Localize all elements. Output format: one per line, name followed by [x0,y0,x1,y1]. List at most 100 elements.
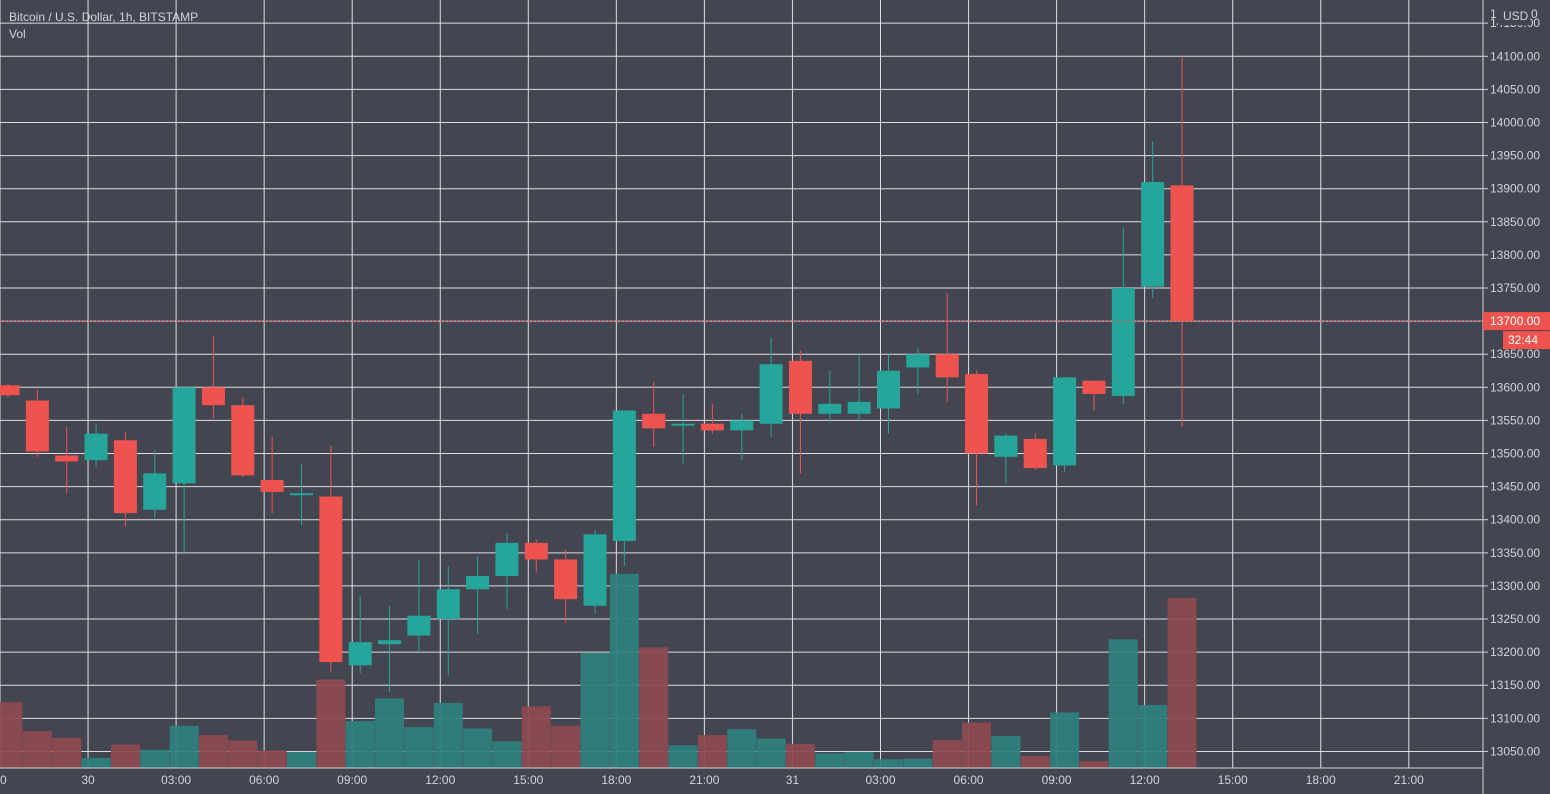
time-tick-label: 30 [81,773,95,787]
time-tick-label: 06:00 [954,773,984,787]
volume-bar [521,706,551,768]
candle-body [730,420,754,431]
countdown-badge [1503,331,1550,350]
volume-bar [756,738,786,768]
candle-body [0,385,20,396]
volume-bar [903,758,933,768]
volume-bar [874,759,903,768]
time-tick-label: 15:00 [1218,773,1248,787]
candle-body [906,354,930,368]
bar-countdown: 32:44 [1508,333,1538,347]
currency-label-bg [1498,5,1530,25]
candle-body [378,640,402,645]
candle-body [1053,377,1077,466]
candle-body [1023,438,1047,469]
time-tick-label: 0 [0,773,7,787]
candle-body [231,405,255,476]
volume-bar [962,722,992,768]
volume-bar [1108,639,1138,768]
volume-bar [1138,705,1168,768]
grid-lines [0,0,1483,768]
candle-body [495,542,519,576]
candle-body [877,370,900,409]
candle-body [1082,380,1106,394]
price-tick-label: 13800.00 [1490,248,1540,262]
volume-bar [404,727,434,768]
candle-body [201,387,225,406]
candle-body [1170,185,1194,322]
volume-bar [991,735,1021,768]
volume-bar [1020,755,1050,768]
price-tick-label: 13150.00 [1490,678,1540,692]
price-tick-label: 13600.00 [1490,380,1540,394]
candle-body [612,410,636,541]
price-tick-label: 13950.00 [1490,149,1540,163]
volume-bar [639,647,669,768]
candle-body [143,473,167,510]
candle-body [84,433,108,461]
candle-body [1141,182,1165,287]
candle-body [172,387,196,484]
volume-bar [375,698,405,768]
volume-bar [345,721,375,768]
volume-bar [0,702,23,768]
candle-body [260,480,284,492]
candle-body [759,364,783,424]
volume-bar [609,573,639,768]
symbol-title[interactable]: Bitcoin / U.S. Dollar, 1h, BITSTAMP [9,10,199,24]
currency-label: USD [1503,9,1529,23]
price-tick-label: 13100.00 [1490,711,1540,725]
price-tick-label: 13400.00 [1490,513,1540,527]
volume-bar [22,731,52,768]
price-tick-label: 13050.00 [1490,744,1540,758]
candle-body [847,401,871,414]
price-tick-label: 13300.00 [1490,579,1540,593]
time-tick-label: 09:00 [337,773,367,787]
price-tick-label-partial: 1 [1490,7,1497,21]
candle-body [290,493,313,496]
volume-bar [198,735,228,768]
candle-body [1111,288,1135,396]
candle-body [935,354,959,378]
price-tick-label: 13350.00 [1490,546,1540,560]
candle-body [55,455,79,462]
volume-bar [551,725,581,768]
volume-bar [316,679,346,768]
time-tick-label: 09:00 [1042,773,1072,787]
candle-body [466,576,490,590]
time-tick-label: 18:00 [601,773,631,787]
volume-bar [932,739,962,768]
volume-bars [0,573,1197,768]
volume-bar [1050,712,1080,768]
candle-body [671,423,695,426]
volume-bar [1079,761,1109,768]
time-axis[interactable]: 0 30 03:00 06:00 09:00 12:00 15:00 18:00 21:00 31… [0,767,1483,787]
volume-bar [169,725,199,768]
volume-indicator-label[interactable]: Vol [9,27,26,41]
time-tick-label: 21:00 [689,773,719,787]
candle-body [554,559,578,600]
time-tick-label: 12:00 [1130,773,1160,787]
last-price-value: 13700.00 [1490,314,1540,328]
time-tick-label: 06:00 [249,773,279,787]
time-tick-label: 03:00 [161,773,191,787]
price-tick-label: 14100.00 [1490,49,1540,63]
price-axis[interactable]: 14150.0014100.0014050.0014000.0013950.00… [1482,0,1550,794]
time-tick-label: 12:00 [425,773,455,787]
volume-bar [668,745,698,768]
volume-bar [697,735,727,768]
volume-bar [463,728,493,768]
candle-body [642,413,666,429]
price-tick-label: 14050.00 [1490,82,1540,96]
candles [0,56,1194,692]
volume-bar [287,751,316,768]
volume-bar [228,740,258,768]
last-price-badge [1483,312,1550,331]
chart-legend: Bitcoin / U.S. Dollar, 1h, BITSTAMP Vol [9,9,198,43]
candle-body [965,374,989,454]
candle-body [524,542,548,560]
time-tick-label: 21:00 [1394,773,1424,787]
volume-bar [844,751,874,768]
